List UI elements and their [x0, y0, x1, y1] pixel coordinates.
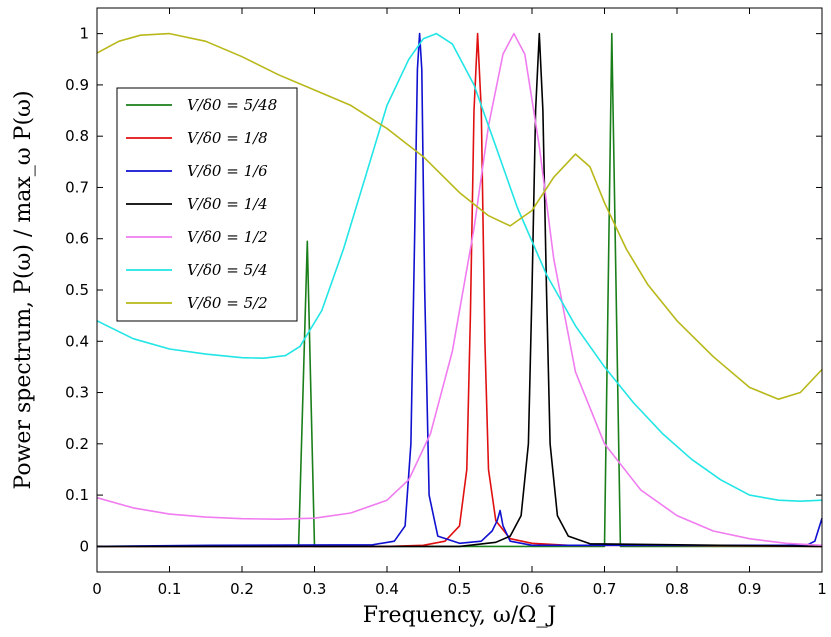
- series-line-2: [96, 32, 823, 548]
- legend: V/δ0 = 5/48 V/δ0 = 1/8 V/δ0 = 1/6 V/δ0 = 1/…: [116, 87, 298, 322]
- x-tick-label: 0.2: [230, 580, 254, 598]
- x-tick-label: 0.1: [158, 580, 182, 598]
- y-axis-label: Power spectrum, P(ω) / max_ω P(ω): [11, 90, 36, 489]
- y-tick-label: 0.8: [65, 127, 89, 145]
- legend-entry: V/δ0 = 5/48: [187, 96, 277, 114]
- y-tick-label: 0.5: [65, 281, 89, 299]
- legend-entry: V/δ0 = 1/4: [187, 195, 268, 213]
- y-tick-label: 0.1: [65, 486, 89, 504]
- x-tick-label: 0.6: [520, 580, 544, 598]
- y-tick-label: 0.3: [65, 384, 89, 402]
- series-line-5: [96, 32, 823, 503]
- y-tick-label: 0.9: [65, 76, 89, 94]
- legend-entry: V/δ0 = 1/2: [187, 228, 268, 246]
- series-line-1: [97, 32, 823, 548]
- x-tick-label: 0.9: [738, 580, 762, 598]
- y-tick-label: 0.4: [65, 332, 89, 350]
- y-tick-label: 1: [79, 25, 89, 43]
- x-tick-label: 1: [817, 580, 827, 598]
- y-tick-label: 0.7: [65, 178, 89, 196]
- series-line-6: [96, 32, 823, 401]
- x-tick-label: 0.5: [448, 580, 472, 598]
- x-axis-label: Frequency, ω/Ω_J: [363, 603, 556, 628]
- y-tick-label: 0: [79, 537, 89, 555]
- ticks: 0 0.1 0.2 0.3 0.4 0.5 0.6 0.7 0.8 0.9 1 0 0.1 0.2 0.3 0…: [65, 8, 827, 598]
- series-line-3: [97, 32, 823, 548]
- x-tick-label: 0.4: [375, 580, 399, 598]
- x-tick-label: 0.3: [303, 580, 327, 598]
- x-tick-label: 0: [92, 580, 102, 598]
- legend-entry: V/δ0 = 5/2: [187, 294, 268, 312]
- y-tick-label: 0.6: [65, 230, 89, 248]
- y-tick-label: 0.2: [65, 435, 89, 453]
- legend-entry: V/δ0 = 1/8: [187, 129, 268, 147]
- x-tick-label: 0.8: [665, 580, 689, 598]
- legend-entry: V/δ0 = 5/4: [187, 261, 268, 279]
- legend-entry: V/δ0 = 1/6: [187, 162, 268, 180]
- x-tick-label: 0.7: [593, 580, 617, 598]
- series-lines: [96, 32, 823, 548]
